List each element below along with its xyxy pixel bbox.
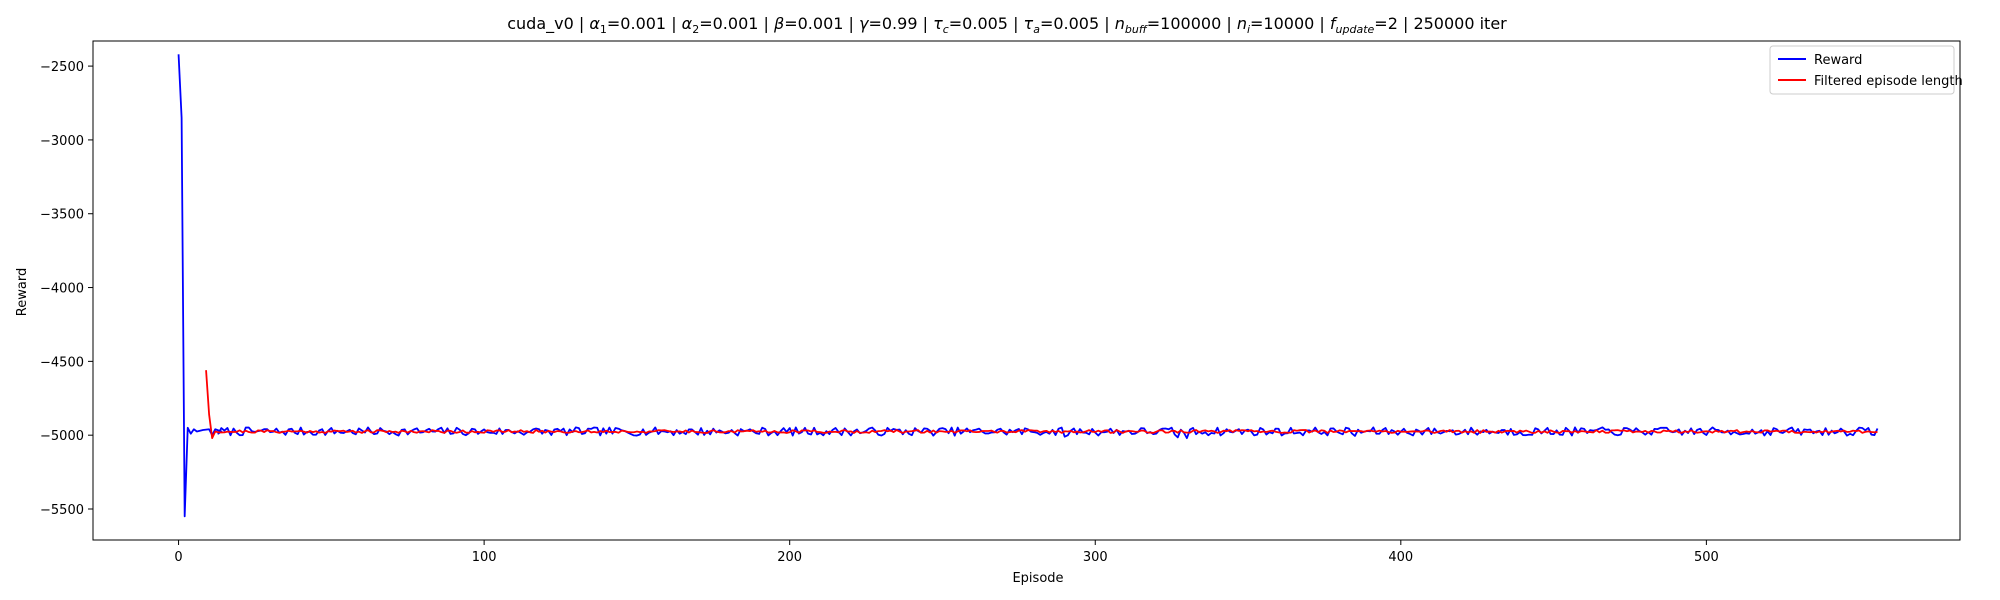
y-tick-label: −2500 — [40, 60, 84, 75]
y-tick-label: −4000 — [40, 282, 84, 297]
x-tick-label: 0 — [174, 550, 182, 565]
series-line-0 — [177, 54, 1879, 518]
legend-label-1: Filtered episode length — [1814, 74, 1963, 89]
y-tick-label: −4500 — [40, 355, 84, 370]
x-axis: 0 100 200 300 400 500 — [174, 540, 1719, 565]
y-axis-label: Reward — [15, 268, 30, 316]
plot-area — [92, 40, 1961, 541]
y-axis: −2500 −3000 −3500 −4000 −4500 −5000 −5500 — [40, 60, 93, 518]
legend-box — [1769, 45, 1955, 95]
y-tick-label: −3500 — [40, 208, 84, 223]
y-tick-label: −5500 — [40, 503, 84, 518]
legend-label-0: Reward — [1814, 53, 1862, 68]
series-layer — [177, 54, 1879, 518]
x-tick-label: 200 — [777, 550, 802, 565]
series-line-1 — [205, 370, 1878, 440]
x-tick-label: 400 — [1388, 550, 1413, 565]
x-tick-label: 500 — [1694, 550, 1719, 565]
legend: Reward Filtered episode length — [1769, 45, 1963, 95]
y-tick-label: −3000 — [40, 134, 84, 149]
x-axis-label: Episode — [1012, 571, 1063, 586]
x-tick-label: 100 — [472, 550, 497, 565]
y-tick-label: −5000 — [40, 429, 84, 444]
chart-title: cuda_v0 | α1=0.001 | α2=0.001 | β=0.001 … — [507, 14, 1507, 36]
x-tick-label: 300 — [1083, 550, 1108, 565]
